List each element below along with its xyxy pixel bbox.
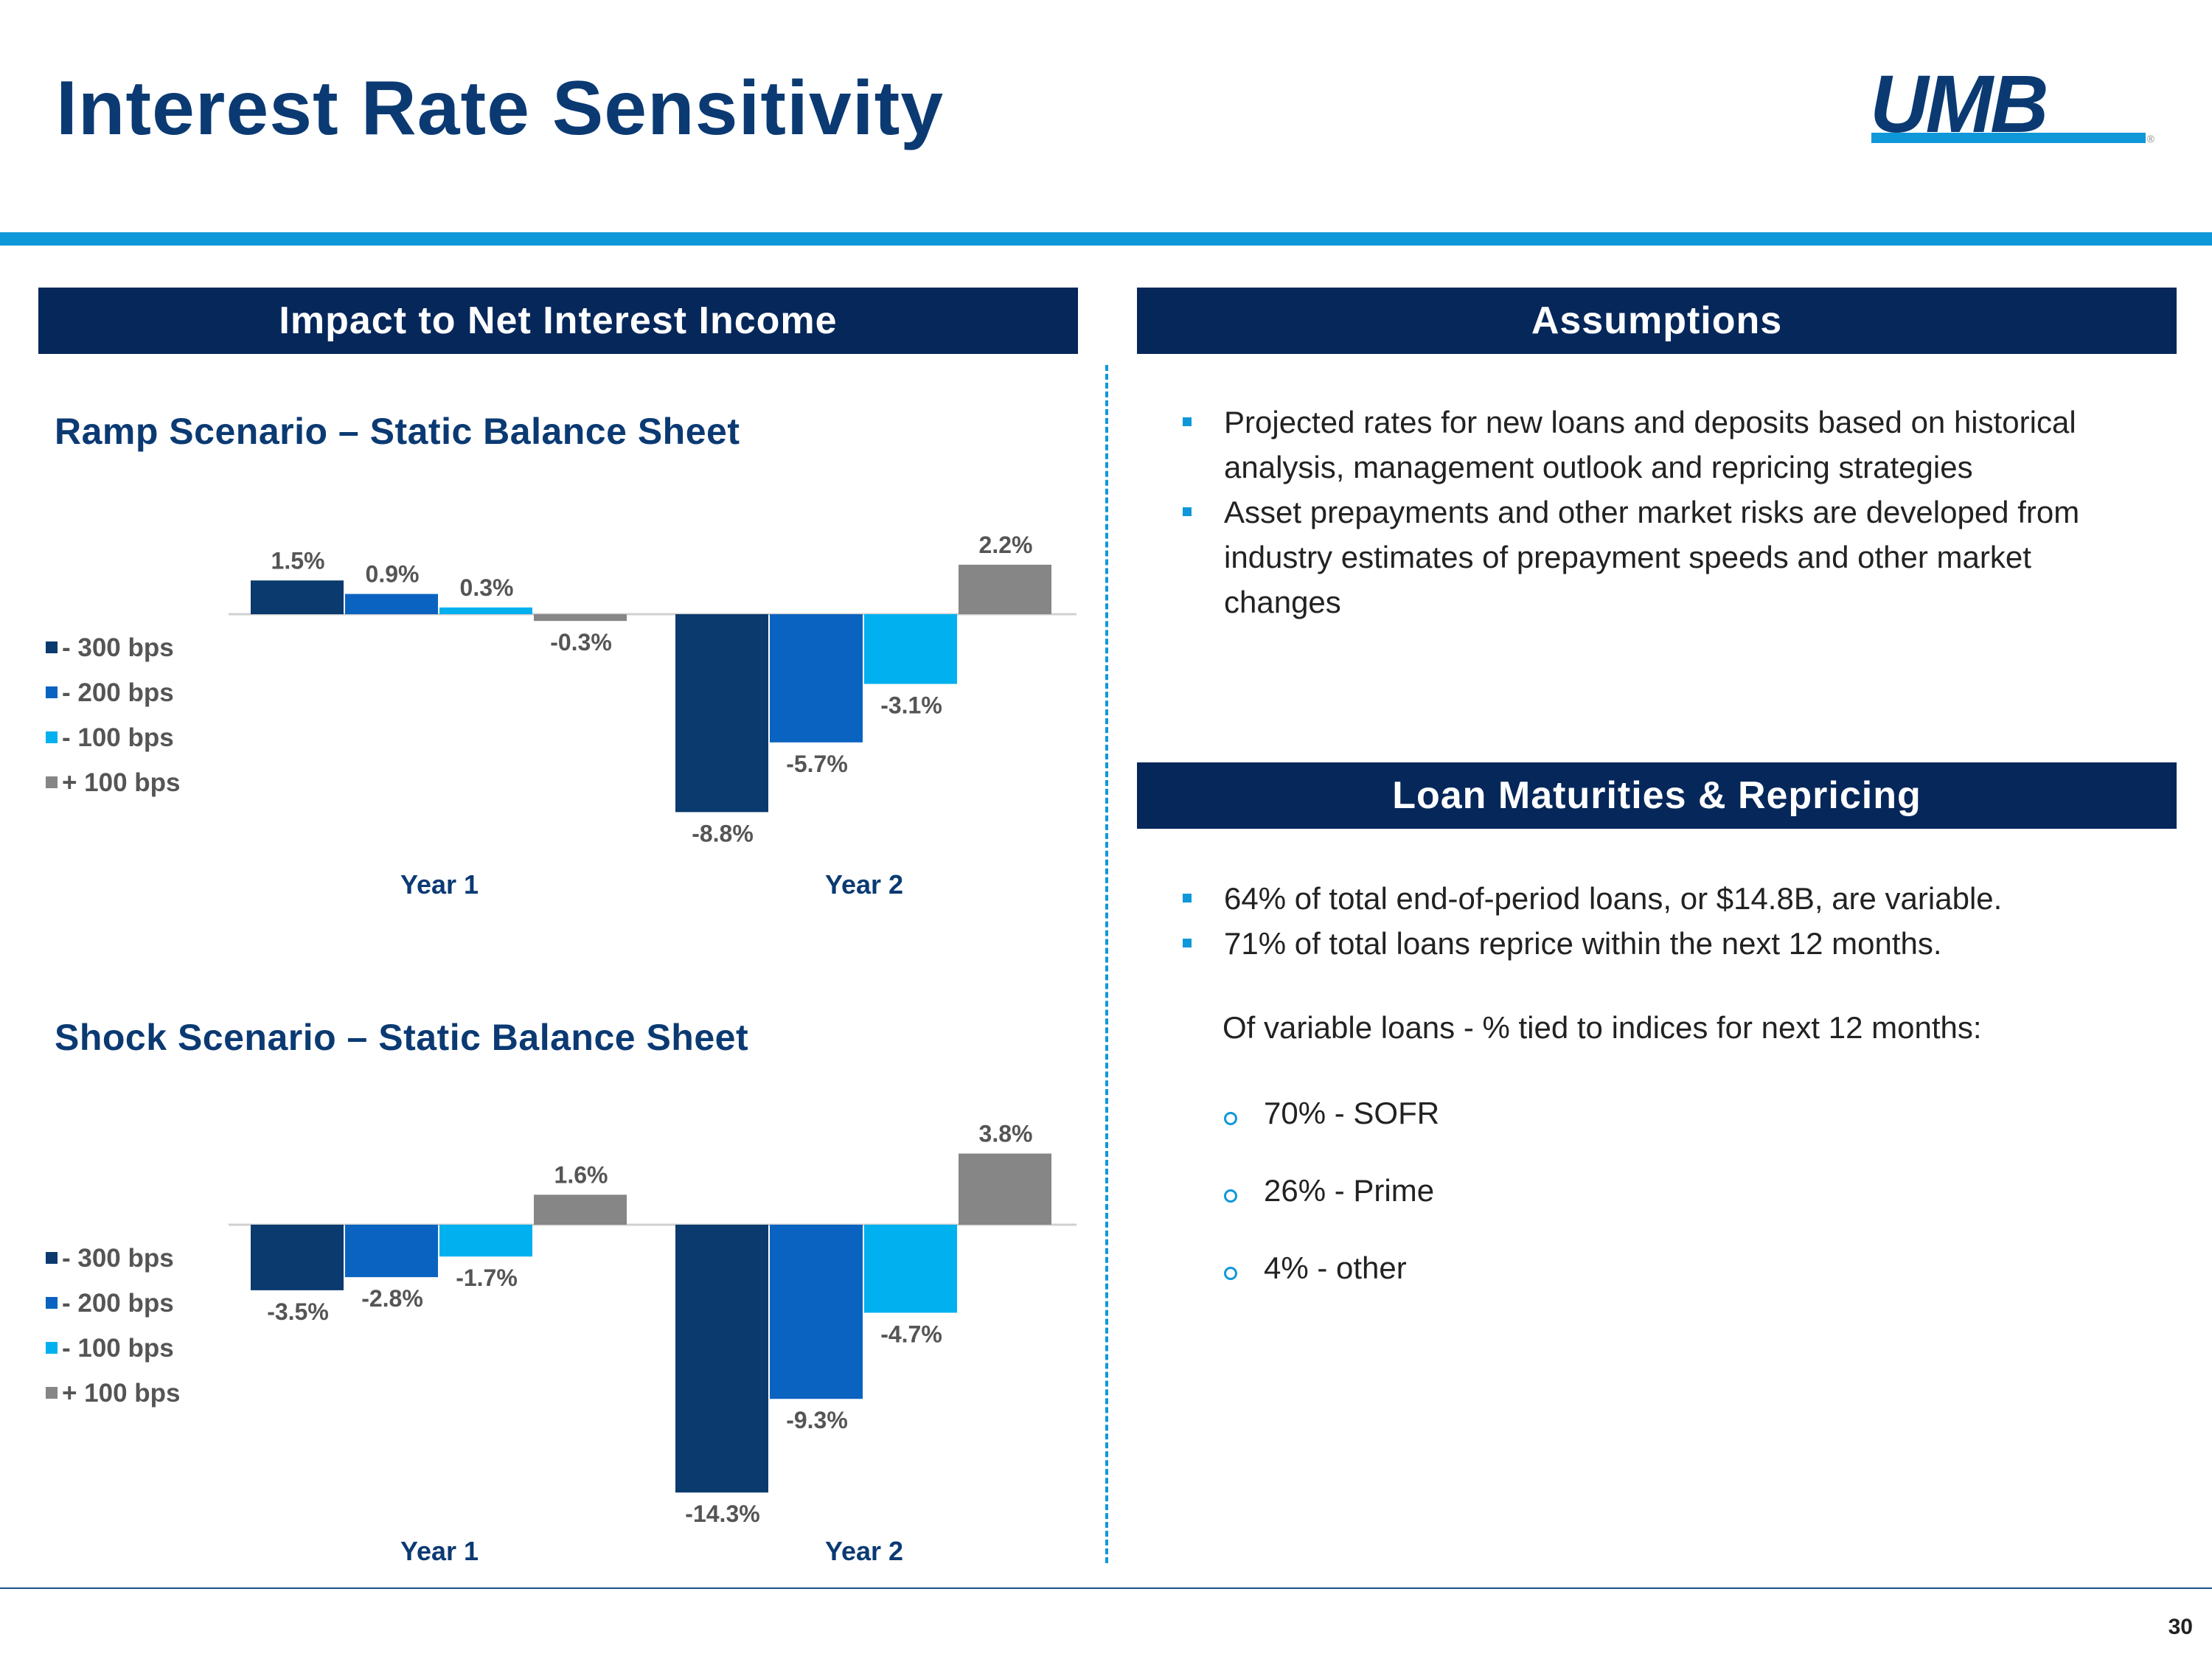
category-label: Year 2 (825, 1536, 903, 1566)
data-label: -4.7% (880, 1321, 942, 1347)
legend-label: - 300 bps (62, 1244, 174, 1273)
loan-list: 64% of total end-of-period loans, or $14… (1180, 876, 2153, 966)
bar-100bps-year-2 (864, 614, 957, 684)
bar-100bps-year-1 (439, 607, 532, 614)
data-label: 3.8% (979, 1120, 1033, 1147)
ramp-chart-title: Ramp Scenario – Static Balance Sheet (55, 411, 740, 452)
bar-100bps-year-2 (959, 1153, 1051, 1225)
data-label: 1.6% (554, 1161, 608, 1188)
bar-300bps-year-1 (251, 1225, 344, 1290)
legend-label: - 100 bps (62, 1334, 174, 1363)
legend-swatch (46, 1387, 58, 1399)
legend-label: - 100 bps (62, 723, 174, 752)
bullet-icon (1183, 417, 1192, 426)
index-text: 26% - Prime (1264, 1173, 1435, 1208)
list-item: 71% of total loans reprice within the ne… (1180, 921, 2153, 966)
bar-300bps-year-1 (251, 580, 344, 614)
data-label: -2.8% (361, 1285, 423, 1312)
shock-chart-svg: -3.5% -14.3% -2.8% -9.3% -1.7% -4.7% 1.6% 3.8% -… (46, 1120, 1077, 1566)
ramp-chart-svg: 1.5% -8.8% 0.9% -5.7% 0.3% -3.1% -0.3% 2.2% - 30… (46, 532, 1077, 900)
bar-200bps-year-2 (770, 1225, 863, 1399)
logo-underline (1871, 133, 2146, 143)
data-label: 1.5% (271, 547, 325, 574)
shock-chart-title: Shock Scenario – Static Balance Sheet (55, 1017, 749, 1058)
bar-100bps-year-1 (439, 1225, 532, 1257)
legend-label: + 100 bps (62, 768, 181, 797)
loan-text: 71% of total loans reprice within the ne… (1224, 926, 1942, 961)
index-text: 70% - SOFR (1264, 1096, 1440, 1130)
bar-300bps-year-2 (675, 614, 768, 813)
circle-bullet-icon (1224, 1189, 1237, 1203)
bar-200bps-year-1 (345, 1225, 438, 1278)
logo-registered-mark: ® (2146, 133, 2154, 145)
bar-100bps-year-2 (864, 1225, 957, 1313)
index-item: 70% - SOFR (1222, 1096, 1439, 1131)
legend-label: + 100 bps (62, 1379, 181, 1408)
legend-label: - 200 bps (62, 678, 174, 707)
bar-300bps-year-2 (675, 1225, 768, 1493)
legend-swatch (46, 1297, 58, 1309)
legend-swatch (46, 776, 58, 788)
header-rule (0, 232, 2212, 246)
assumptions-header: Assumptions (1137, 288, 2177, 354)
assumptions-list: Projected rates for new loans and deposi… (1180, 400, 2153, 625)
data-label: -1.7% (456, 1265, 518, 1291)
index-text: 4% - other (1264, 1251, 1407, 1285)
loan-maturities-header: Loan Maturities & Repricing (1137, 762, 2177, 829)
category-label: Year 2 (825, 869, 903, 900)
legend-label: - 200 bps (62, 1289, 174, 1318)
assumption-text: Projected rates for new loans and deposi… (1224, 405, 2076, 484)
legend-swatch (46, 731, 58, 743)
bar-100bps-year-1 (534, 1194, 627, 1225)
page-number: 30 (2168, 1615, 2193, 1639)
list-item: Asset prepayments and other market risks… (1180, 490, 2153, 625)
legend-swatch (46, 1342, 58, 1354)
circle-bullet-icon (1224, 1267, 1237, 1280)
data-label: -14.3% (685, 1500, 759, 1527)
shock-chart: -3.5% -14.3% -2.8% -9.3% -1.7% -4.7% 1.6% 3.8% -… (29, 1106, 1091, 1578)
list-item: Projected rates for new loans and deposi… (1180, 400, 2153, 490)
circle-bullet-icon (1224, 1112, 1237, 1125)
data-label: -3.1% (880, 692, 942, 719)
index-item: 4% - other (1222, 1251, 1407, 1286)
assumption-text: Asset prepayments and other market risks… (1224, 495, 2080, 619)
bar-200bps-year-2 (770, 614, 863, 742)
ramp-chart: 1.5% -8.8% 0.9% -5.7% 0.3% -3.1% -0.3% 2.2% - 30… (29, 516, 1091, 900)
loan-text: 64% of total end-of-period loans, or $14… (1224, 881, 2003, 916)
bullet-icon (1183, 939, 1192, 947)
impact-header: Impact to Net Interest Income (38, 288, 1078, 354)
legend-swatch (46, 641, 58, 653)
index-item: 26% - Prime (1222, 1173, 1434, 1208)
data-label: 0.3% (460, 574, 514, 601)
category-label: Year 1 (400, 1536, 479, 1566)
footer-rule (0, 1587, 2212, 1589)
data-label: 0.9% (366, 561, 420, 588)
data-label: 2.2% (979, 532, 1033, 558)
bar-100bps-year-1 (534, 614, 627, 622)
data-label: -9.3% (786, 1407, 848, 1433)
bullet-icon (1183, 507, 1192, 516)
data-label: -3.5% (267, 1298, 329, 1325)
data-label: -8.8% (692, 820, 754, 846)
page-title: Interest Rate Sensitivity (56, 66, 945, 151)
category-label: Year 1 (400, 869, 479, 900)
variable-loans-note: Of variable loans - % tied to indices fo… (1222, 1010, 1982, 1045)
data-label: -0.3% (550, 629, 612, 655)
bar-200bps-year-1 (345, 594, 438, 614)
legend-swatch (46, 1252, 58, 1264)
data-label: -5.7% (786, 751, 848, 777)
umb-logo: UMB ® (1870, 59, 2154, 150)
list-item: 64% of total end-of-period loans, or $14… (1180, 876, 2153, 921)
column-divider (1105, 365, 1108, 1563)
legend-label: - 300 bps (62, 633, 174, 662)
bullet-icon (1183, 894, 1192, 902)
legend-swatch (46, 686, 58, 698)
bar-100bps-year-2 (959, 564, 1051, 614)
